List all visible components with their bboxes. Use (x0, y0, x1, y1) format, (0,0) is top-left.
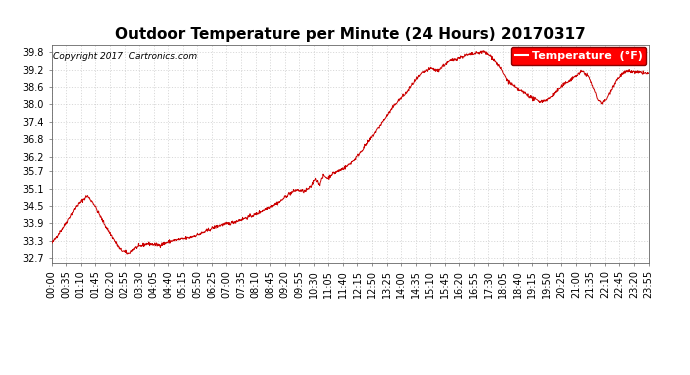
Legend: Temperature  (°F): Temperature (°F) (511, 47, 647, 65)
Title: Outdoor Temperature per Minute (24 Hours) 20170317: Outdoor Temperature per Minute (24 Hours… (115, 27, 586, 42)
Text: Copyright 2017  Cartronics.com: Copyright 2017 Cartronics.com (53, 51, 197, 60)
